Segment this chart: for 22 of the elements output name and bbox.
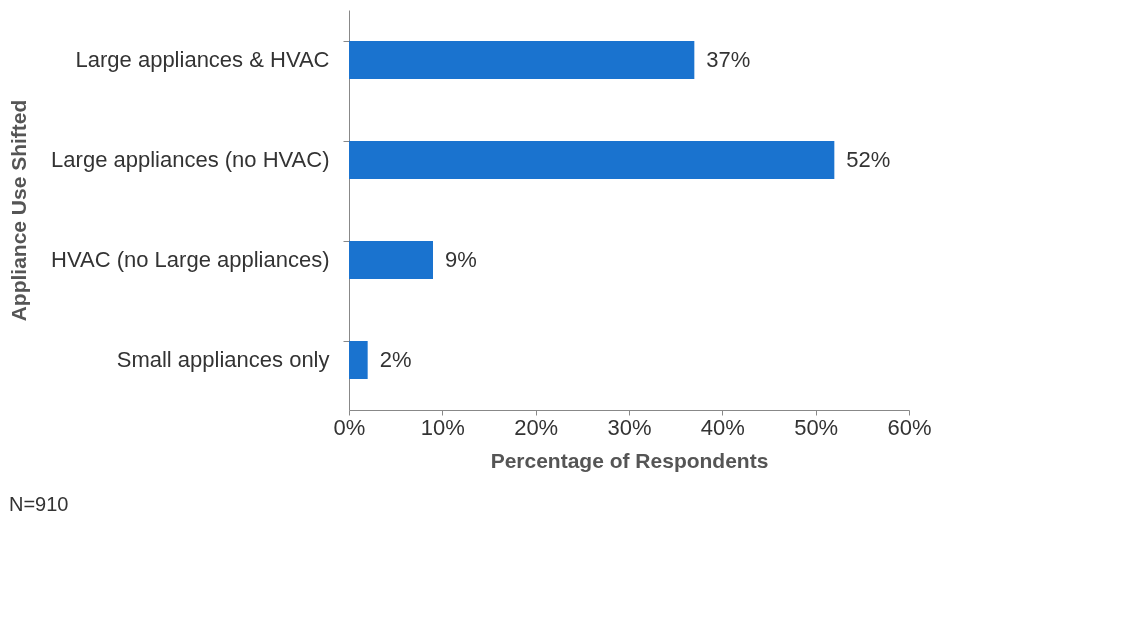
data-label: 9%	[445, 247, 477, 272]
x-tick-label: 0%	[333, 414, 366, 440]
data-label: 37%	[706, 47, 751, 72]
y-tick-label: Large appliances & HVAC	[75, 47, 330, 72]
x-tick-label: 20%	[514, 414, 559, 440]
y-axis-title: Appliance Use Shifted	[6, 99, 30, 322]
x-tick-label: 40%	[700, 414, 745, 440]
x-tick-label: 50%	[794, 414, 839, 440]
x-tick-label: 60%	[887, 414, 932, 440]
bar	[349, 141, 835, 179]
x-axis-title: Percentage of Respondents	[490, 448, 769, 472]
x-tick-label: 10%	[420, 414, 465, 440]
bar	[349, 241, 433, 279]
bar	[349, 41, 695, 79]
y-tick-label: HVAC (no Large appliances)	[51, 247, 330, 272]
y-tick-label: Large appliances (no HVAC)	[51, 147, 330, 172]
data-label: 2%	[379, 347, 412, 372]
data-label: 52%	[846, 147, 891, 172]
x-tick-label: 30%	[607, 414, 652, 440]
y-tick-label: Small appliances only	[116, 347, 330, 372]
text: N=910	[9, 493, 69, 515]
bar	[349, 341, 368, 379]
